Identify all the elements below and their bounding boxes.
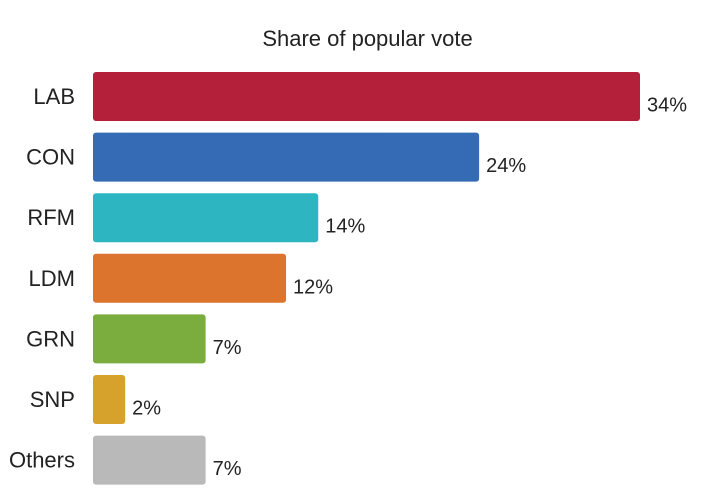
category-label-snp: SNP: [30, 387, 75, 412]
category-label-con: CON: [26, 145, 75, 170]
value-label-con: 24%: [486, 155, 526, 177]
category-label-others: Others: [9, 448, 75, 473]
bar-lab: [93, 72, 640, 121]
category-label-ldm: LDM: [29, 266, 75, 291]
value-label-lab: 34%: [647, 95, 687, 117]
bar-con: [93, 132, 480, 182]
category-label-rfm: RFM: [27, 205, 75, 230]
bar-others: [93, 435, 206, 485]
bar-grn: [93, 314, 206, 364]
value-label-snp: 2%: [132, 398, 161, 420]
category-label-lab: LAB: [33, 84, 75, 109]
chart-title: Share of popular vote: [262, 26, 473, 51]
value-label-grn: 7%: [213, 337, 242, 359]
value-label-ldm: 12%: [293, 276, 333, 298]
bar-ldm: [93, 253, 287, 303]
value-label-others: 7%: [213, 458, 242, 480]
bar-snp: [93, 375, 126, 424]
bar-rfm: [93, 193, 319, 243]
value-label-rfm: 14%: [325, 216, 365, 238]
category-label-grn: GRN: [26, 326, 75, 351]
